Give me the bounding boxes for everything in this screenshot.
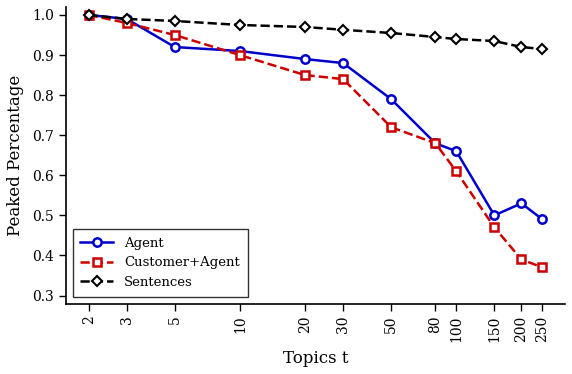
Customer+Agent: [340, 77, 347, 81]
Sentences: [301, 25, 308, 29]
Sentences: [518, 45, 525, 49]
Sentences: [491, 39, 498, 43]
Agent: [432, 141, 439, 145]
Sentences: [539, 47, 546, 51]
Sentences: [85, 13, 92, 17]
Agent: [539, 217, 546, 222]
Customer+Agent: [539, 265, 546, 270]
Line: Customer+Agent: Customer+Agent: [85, 11, 546, 272]
Agent: [301, 57, 308, 61]
Customer+Agent: [453, 169, 460, 174]
Y-axis label: Peaked Percentage: Peaked Percentage: [7, 75, 24, 236]
Sentences: [432, 35, 439, 39]
Line: Sentences: Sentences: [85, 12, 546, 52]
Legend: Agent, Customer+Agent, Sentences: Agent, Customer+Agent, Sentences: [73, 229, 248, 297]
Sentences: [453, 37, 460, 41]
Sentences: [388, 31, 395, 35]
Sentences: [340, 28, 347, 32]
Agent: [85, 13, 92, 17]
Agent: [518, 201, 525, 206]
Customer+Agent: [518, 257, 525, 262]
Sentences: [236, 23, 243, 27]
Agent: [236, 49, 243, 53]
Sentences: [172, 19, 178, 23]
Agent: [491, 213, 498, 218]
Customer+Agent: [491, 225, 498, 230]
Customer+Agent: [85, 13, 92, 17]
Agent: [388, 97, 395, 101]
Agent: [340, 61, 347, 65]
Customer+Agent: [432, 141, 439, 145]
Sentences: [124, 17, 130, 21]
Customer+Agent: [236, 53, 243, 57]
Customer+Agent: [124, 21, 130, 25]
Line: Agent: Agent: [85, 11, 546, 224]
Customer+Agent: [172, 33, 178, 37]
Customer+Agent: [301, 73, 308, 77]
Agent: [124, 17, 130, 21]
Agent: [453, 149, 460, 153]
X-axis label: Topics t: Topics t: [283, 350, 348, 367]
Agent: [172, 45, 178, 49]
Customer+Agent: [388, 125, 395, 129]
